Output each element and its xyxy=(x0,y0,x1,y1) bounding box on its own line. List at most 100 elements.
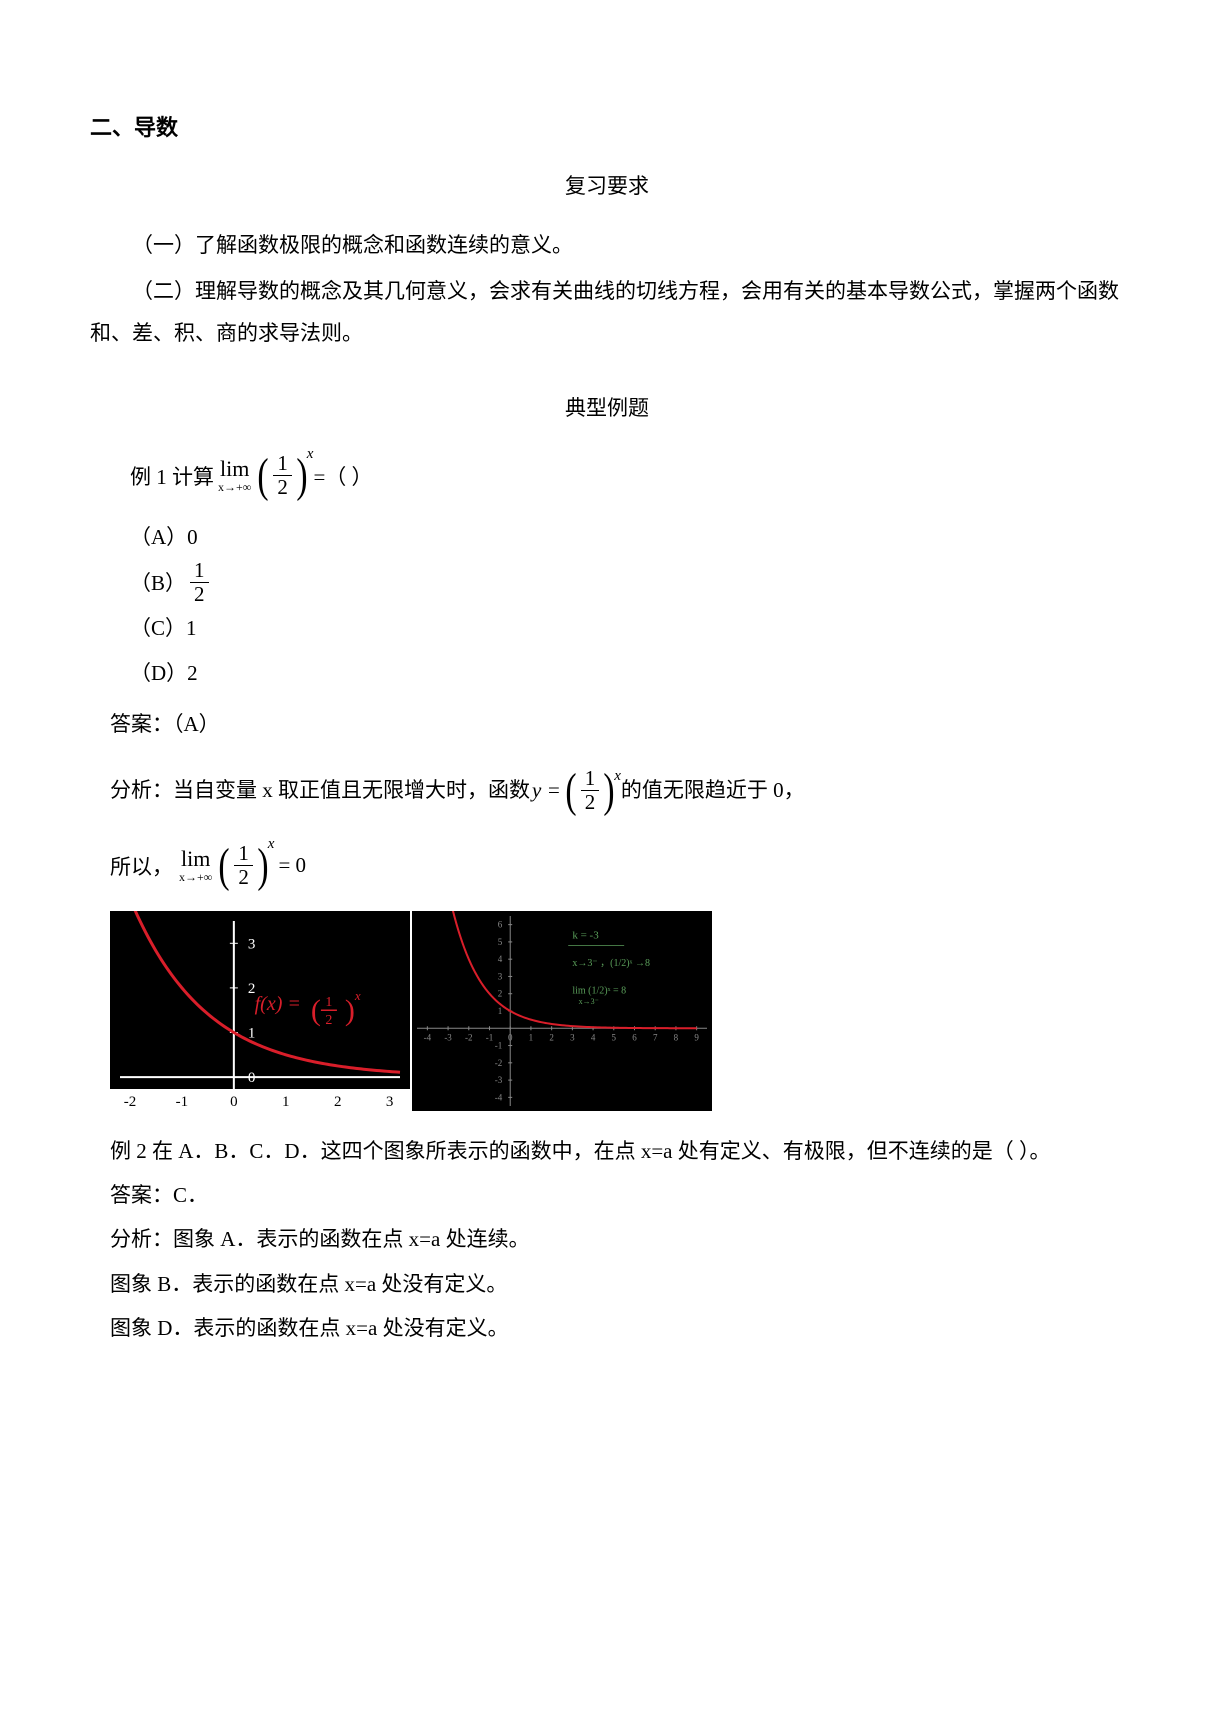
ex1-equals: =（ ） xyxy=(313,461,372,491)
svg-text:6: 6 xyxy=(632,1032,637,1042)
answer-1: 答案：（A） xyxy=(110,701,1124,747)
svg-text:x→3⁻ ，(1/2)ˣ →8: x→3⁻ ，(1/2)ˣ →8 xyxy=(572,958,650,969)
option-a: （A）0 xyxy=(130,515,1124,559)
exponent: x xyxy=(268,836,275,853)
svg-text:-2: -2 xyxy=(465,1032,473,1042)
lim-sub: x→+∞ xyxy=(179,870,212,885)
svg-text:2: 2 xyxy=(334,1094,342,1110)
limit-notation-2: lim x→+∞ xyxy=(179,846,212,885)
svg-text:f(x) =: f(x) = xyxy=(255,993,301,1015)
svg-text:-2: -2 xyxy=(495,1058,503,1068)
analysis-1: 分析：当自变量 x 取正值且无限增大时，函数 y = ( 1 2 ) x 的值无… xyxy=(110,767,1124,814)
fraction: 1 2 xyxy=(581,767,600,814)
document-page: 二、导数 复习要求 （一）了解函数极限的概念和函数连续的意义。 （二）理解导数的… xyxy=(0,0,1214,1719)
svg-text:3: 3 xyxy=(386,1094,394,1110)
svg-text:k = -3: k = -3 xyxy=(572,930,599,942)
svg-text:x: x xyxy=(354,988,361,1003)
fraction-expression: ( 1 2 ) x xyxy=(255,452,313,499)
right-paren-icon: ) xyxy=(257,849,268,883)
answer-2: 答案：C． xyxy=(110,1173,1124,1217)
function-graph-2: -4-3-2-10123456789-4-3-2-1123456k = -3x→… xyxy=(412,911,712,1111)
lim-label: lim xyxy=(220,456,249,482)
svg-text:7: 7 xyxy=(653,1032,658,1042)
svg-text:5: 5 xyxy=(612,1032,617,1042)
svg-text:9: 9 xyxy=(694,1032,699,1042)
svg-text:(: ( xyxy=(311,994,321,1027)
frac-num: 1 xyxy=(273,452,292,476)
left-paren-icon: ( xyxy=(565,774,576,808)
ex1-prefix: 例 1 计算 xyxy=(130,461,214,491)
analysis-2: 分析：图象 A．表示的函数在点 x=a 处连续。 xyxy=(110,1217,1124,1261)
frac-num: 1 xyxy=(190,559,209,583)
y-equals: y = xyxy=(532,769,561,811)
svg-text:1: 1 xyxy=(529,1032,534,1042)
left-paren-icon: ( xyxy=(258,459,269,493)
image-d-note: 图象 D．表示的函数在点 x=a 处没有定义。 xyxy=(110,1306,1124,1350)
exponent: x xyxy=(614,761,621,791)
fraction: 1 2 xyxy=(234,842,253,889)
svg-text:1: 1 xyxy=(325,995,332,1010)
review-item-2: （二）理解导数的概念及其几何意义，会求有关曲线的切线方程，会用有关的基本导数公式… xyxy=(90,270,1124,354)
svg-text:3: 3 xyxy=(498,972,503,982)
svg-text:2: 2 xyxy=(325,1013,332,1028)
svg-text:): ) xyxy=(345,994,355,1027)
svg-text:1: 1 xyxy=(282,1094,290,1110)
svg-text:0: 0 xyxy=(230,1094,238,1110)
svg-text:0: 0 xyxy=(248,1070,256,1086)
review-title: 复习要求 xyxy=(90,170,1124,200)
svg-text:-3: -3 xyxy=(495,1075,503,1085)
chart-container: -2 -1 0 1 2 3 0 1 2 3 f(x) = () 1 2 x -4 -3 -2 -1 0 1 2 3 4 5 6 7… xyxy=(110,911,1124,1111)
option-d: （D）2 xyxy=(130,651,1124,695)
therefore-prefix: 所以， xyxy=(110,851,173,881)
lim-label: lim xyxy=(181,846,210,872)
option-b-fraction: 1 2 xyxy=(190,559,209,606)
svg-text:3: 3 xyxy=(248,937,256,953)
therefore-line: 所以， lim x→+∞ ( 1 2 ) x = 0 xyxy=(110,842,1124,889)
svg-text:6: 6 xyxy=(498,920,503,930)
fraction-expression-2: ( 1 2 ) x xyxy=(563,767,621,814)
left-paren-icon: ( xyxy=(219,849,230,883)
frac-den: 2 xyxy=(273,476,292,499)
svg-text:lim (1/2)ˣ = 8: lim (1/2)ˣ = 8 xyxy=(572,986,626,997)
frac-num: 1 xyxy=(581,767,600,791)
exponent: x xyxy=(307,446,314,463)
svg-text:0: 0 xyxy=(508,1032,513,1042)
review-item-1: （一）了解函数极限的概念和函数连续的意义。 xyxy=(90,224,1124,266)
svg-text:3: 3 xyxy=(570,1032,575,1042)
example-2-question: 例 2 在 A．B．C．D．这四个图象所表示的函数中，在点 x=a 处有定义、有… xyxy=(110,1129,1124,1173)
svg-text:1: 1 xyxy=(498,1006,503,1016)
svg-text:8: 8 xyxy=(674,1032,679,1042)
right-paren-icon: ) xyxy=(604,774,615,808)
svg-text:x→3⁻: x→3⁻ xyxy=(579,997,599,1006)
frac-den: 2 xyxy=(581,791,600,814)
frac-den: 2 xyxy=(190,583,209,606)
examples-title: 典型例题 xyxy=(90,392,1124,422)
svg-text:4: 4 xyxy=(498,954,503,964)
svg-text:-1: -1 xyxy=(486,1032,494,1042)
lim-sub: x→+∞ xyxy=(218,480,251,495)
frac-num: 1 xyxy=(234,842,253,866)
image-b-note: 图象 B．表示的函数在点 x=a 处没有定义。 xyxy=(110,1262,1124,1306)
svg-text:4: 4 xyxy=(591,1032,596,1042)
svg-text:-4: -4 xyxy=(424,1032,432,1042)
example-1-question: 例 1 计算 lim x→+∞ ( 1 2 ) x =（ ） xyxy=(130,452,1124,499)
fraction-expression-3: ( 1 2 ) x xyxy=(216,842,274,889)
fraction: 1 2 xyxy=(273,452,292,499)
svg-text:2: 2 xyxy=(549,1032,554,1042)
svg-text:-1: -1 xyxy=(176,1094,189,1110)
frac-den: 2 xyxy=(234,866,253,889)
option-c: （C）1 xyxy=(130,606,1124,650)
option-b: （B） 1 2 xyxy=(130,559,1124,606)
svg-text:2: 2 xyxy=(498,989,503,999)
svg-text:5: 5 xyxy=(498,937,503,947)
limit-notation: lim x→+∞ xyxy=(218,456,251,495)
analysis-mid: 的值无限趋近于 0， xyxy=(621,769,805,811)
analysis-prefix: 分析：当自变量 x 取正值且无限增大时，函数 xyxy=(110,769,530,811)
right-paren-icon: ) xyxy=(296,459,307,493)
option-b-prefix: （B） xyxy=(130,561,186,605)
therefore-eq: = 0 xyxy=(278,853,306,878)
function-graph-1: -2-101230123f(x) =()12x xyxy=(110,911,410,1111)
section-heading: 二、导数 xyxy=(90,110,1124,142)
svg-text:-1: -1 xyxy=(495,1041,503,1051)
svg-text:-3: -3 xyxy=(444,1032,452,1042)
